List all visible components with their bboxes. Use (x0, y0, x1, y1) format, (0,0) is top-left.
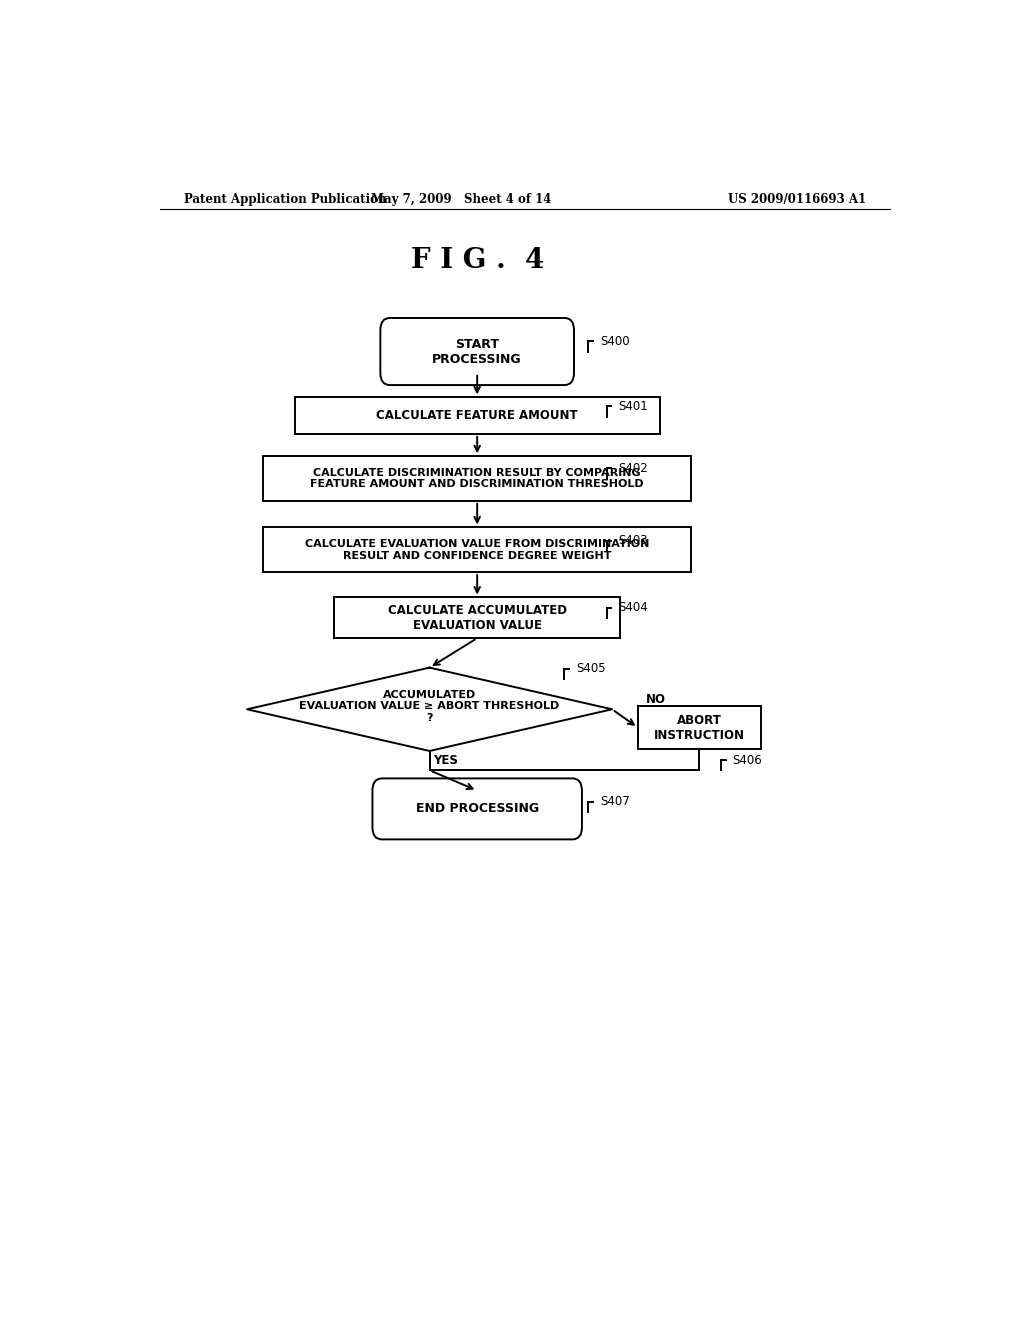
Bar (334, 598, 620, 638)
Text: ACCUMULATED
EVALUATION VALUE ≥ ABORT THRESHOLD
?: ACCUMULATED EVALUATION VALUE ≥ ABORT THR… (299, 689, 560, 723)
Bar (295, 397, 659, 434)
Text: CALCULATE FEATURE AMOUNT: CALCULATE FEATURE AMOUNT (377, 409, 578, 422)
Bar (263, 528, 691, 572)
Text: CALCULATE ACCUMULATED
EVALUATION VALUE: CALCULATE ACCUMULATED EVALUATION VALUE (388, 603, 566, 632)
Text: S405: S405 (577, 663, 606, 675)
Bar (263, 457, 691, 500)
Polygon shape (247, 668, 612, 751)
Text: S407: S407 (600, 795, 630, 808)
Text: S404: S404 (618, 601, 648, 614)
Text: S400: S400 (600, 335, 630, 348)
Text: S401: S401 (618, 400, 648, 413)
Text: ABORT
INSTRUCTION: ABORT INSTRUCTION (654, 714, 744, 742)
Text: END PROCESSING: END PROCESSING (416, 803, 539, 816)
Text: START
PROCESSING: START PROCESSING (432, 338, 522, 366)
Text: May 7, 2009   Sheet 4 of 14: May 7, 2009 Sheet 4 of 14 (371, 193, 552, 206)
Bar (638, 706, 761, 748)
FancyBboxPatch shape (380, 318, 574, 385)
Text: Patent Application Publication: Patent Application Publication (183, 193, 386, 206)
FancyBboxPatch shape (373, 779, 582, 840)
Text: YES: YES (433, 754, 459, 767)
Text: US 2009/0116693 A1: US 2009/0116693 A1 (728, 193, 866, 206)
Text: CALCULATE EVALUATION VALUE FROM DISCRIMINATION
RESULT AND CONFIDENCE DEGREE WEIG: CALCULATE EVALUATION VALUE FROM DISCRIMI… (305, 539, 649, 561)
Text: CALCULATE DISCRIMINATION RESULT BY COMPARING
FEATURE AMOUNT AND DISCRIMINATION T: CALCULATE DISCRIMINATION RESULT BY COMPA… (310, 467, 644, 490)
Text: NO: NO (645, 693, 666, 706)
Text: S406: S406 (733, 754, 763, 767)
Text: S402: S402 (618, 462, 648, 475)
Text: F I G .  4: F I G . 4 (411, 247, 544, 273)
Text: S403: S403 (618, 535, 648, 546)
